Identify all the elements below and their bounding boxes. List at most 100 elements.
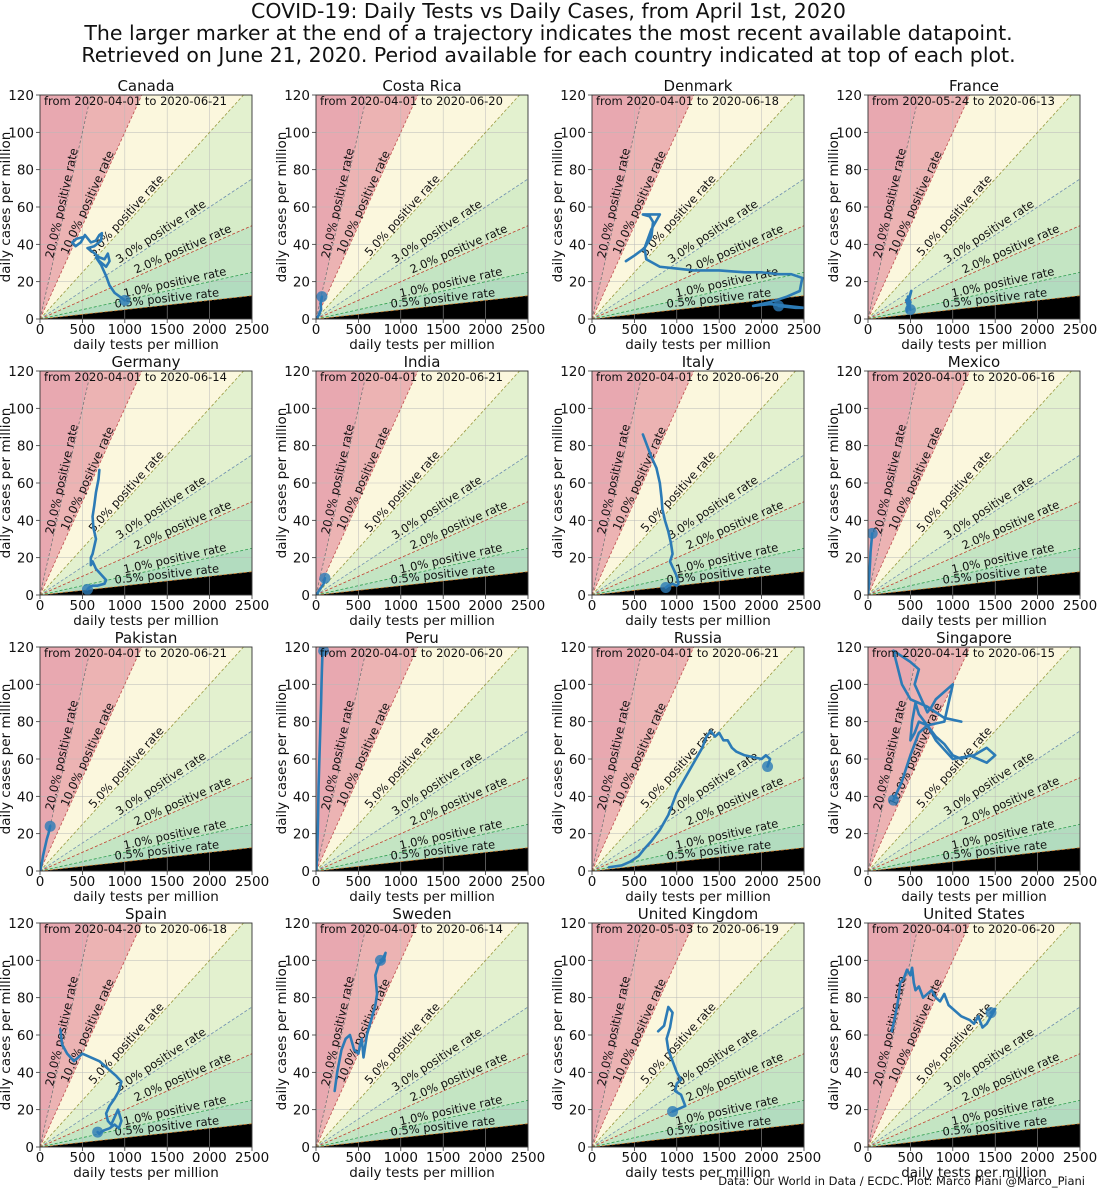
end-marker — [985, 1007, 997, 1019]
y-tick-label: 0 — [577, 312, 586, 328]
y-tick-label: 20 — [17, 275, 34, 291]
y-axis-label: daily cases per million — [274, 960, 290, 1111]
x-tick-label: 2000 — [1020, 1150, 1054, 1166]
trajectory-line — [904, 289, 913, 313]
x-tick-label: 0 — [312, 598, 321, 614]
end-marker — [92, 1126, 104, 1138]
period-label: from 2020-04-14 to 2020-06-15 — [872, 646, 1055, 660]
y-tick-label: 60 — [17, 476, 34, 492]
trajectory-line — [59, 1028, 123, 1136]
trajectory-line — [40, 824, 52, 871]
rate-line — [40, 730, 252, 871]
y-tick-label: 60 — [845, 752, 862, 768]
rate-line — [868, 95, 971, 319]
rate-line — [40, 295, 252, 319]
x-tick-label: 500 — [898, 322, 924, 338]
end-marker — [319, 572, 331, 584]
rate-line — [592, 371, 796, 595]
x-tick-label: 0 — [588, 598, 597, 614]
rate-line — [592, 371, 644, 595]
x-tick-label: 0 — [588, 1150, 597, 1166]
plot-title: Pakistan — [115, 629, 178, 647]
period-label: from 2020-04-01 to 2020-06-20 — [872, 922, 1055, 936]
x-tick-label: 2000 — [468, 322, 502, 338]
rate-line — [592, 295, 804, 319]
y-tick-label: 120 — [836, 364, 862, 380]
rate-line — [316, 647, 520, 871]
trajectory-line — [641, 433, 680, 589]
x-tick-label: 1000 — [384, 322, 418, 338]
y-tick-label: 0 — [301, 312, 310, 328]
end-marker — [762, 760, 774, 772]
rate-line — [40, 647, 143, 871]
rate-line — [592, 1006, 804, 1147]
y-tick-label: 40 — [569, 1065, 586, 1081]
x-axis-label: daily tests per million — [349, 1165, 495, 1181]
y-tick-label: 120 — [8, 364, 34, 380]
y-tick-label: 60 — [293, 476, 310, 492]
y-tick-label: 60 — [17, 752, 34, 768]
y-tick-label: 120 — [8, 640, 34, 656]
x-tick-label: 1500 — [150, 1150, 184, 1166]
x-tick-label: 2500 — [235, 874, 269, 890]
rate-line — [592, 95, 695, 319]
y-tick-label: 80 — [17, 991, 34, 1007]
rate-line — [868, 95, 1072, 319]
rate-line — [868, 1006, 1080, 1147]
rate-line — [868, 1053, 1080, 1147]
x-tick-label: 1500 — [426, 598, 460, 614]
x-tick-label: 500 — [70, 874, 96, 890]
y-axis-label: daily cases per million — [0, 684, 14, 835]
rate-line — [40, 371, 143, 595]
zone-6 — [592, 1100, 804, 1147]
y-tick-label: 120 — [560, 88, 586, 104]
rate-line — [316, 571, 528, 595]
rate-line — [868, 547, 1080, 595]
x-tick-label: 0 — [312, 1150, 321, 1166]
rate-line — [40, 454, 252, 595]
rate-line — [40, 1053, 252, 1147]
zone-6 — [40, 1100, 252, 1147]
x-tick-label: 0 — [36, 874, 45, 890]
end-marker — [119, 294, 131, 306]
y-tick-label: 0 — [301, 864, 310, 880]
y-tick-label: 100 — [836, 677, 862, 693]
x-tick-label: 0 — [864, 1150, 873, 1166]
x-tick-label: 0 — [36, 1150, 45, 1166]
y-tick-label: 60 — [293, 1028, 310, 1044]
y-tick-label: 20 — [17, 1103, 34, 1119]
rate-line — [316, 730, 528, 871]
y-tick-label: 100 — [284, 953, 310, 969]
x-axis-label: daily tests per million — [73, 613, 219, 629]
plot-title: United Kingdom — [638, 905, 758, 923]
y-tick-label: 80 — [293, 991, 310, 1007]
y-tick-label: 60 — [569, 476, 586, 492]
zone-5 — [316, 1053, 528, 1147]
x-tick-label: 0 — [312, 322, 321, 338]
y-tick-label: 40 — [293, 789, 310, 805]
y-axis-label: daily cases per million — [274, 132, 290, 283]
x-tick-label: 500 — [346, 322, 372, 338]
trajectory-line — [70, 231, 127, 302]
x-tick-label: 1500 — [150, 874, 184, 890]
zone-5 — [592, 1053, 804, 1147]
period-label: from 2020-04-01 to 2020-06-21 — [44, 646, 227, 660]
y-tick-label: 80 — [845, 163, 862, 179]
rate-line — [868, 371, 971, 595]
y-tick-label: 20 — [293, 827, 310, 843]
y-tick-label: 120 — [284, 640, 310, 656]
rate-line — [868, 923, 920, 1147]
y-axis-label: daily cases per million — [274, 408, 290, 559]
y-tick-label: 80 — [293, 163, 310, 179]
x-tick-label: 1000 — [660, 1150, 694, 1166]
rate-line — [592, 178, 804, 319]
rate-line — [868, 923, 1072, 1147]
